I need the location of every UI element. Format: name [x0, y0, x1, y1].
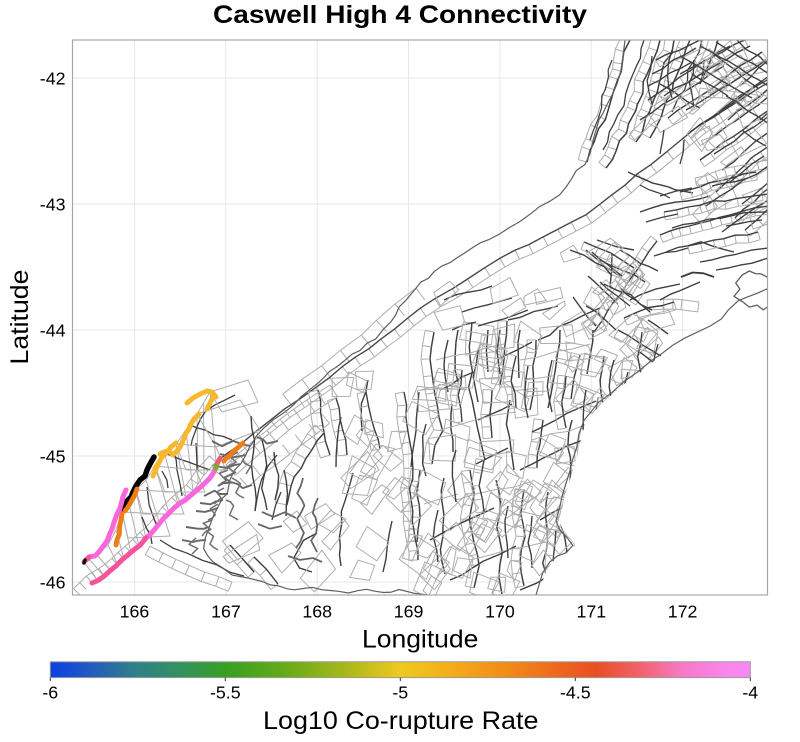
svg-text:172: 172 — [668, 602, 698, 622]
svg-text:167: 167 — [211, 602, 241, 622]
svg-text:171: 171 — [576, 602, 606, 622]
svg-text:Caswell High 4 Connectivity: Caswell High 4 Connectivity — [213, 2, 587, 29]
svg-text:Longitude: Longitude — [362, 627, 478, 654]
svg-text:-42: -42 — [40, 68, 66, 88]
svg-text:166: 166 — [120, 602, 150, 622]
svg-text:-46: -46 — [40, 572, 66, 592]
svg-text:-44: -44 — [40, 320, 66, 340]
svg-text:-6: -6 — [42, 683, 58, 703]
svg-text:Latitude: Latitude — [7, 270, 34, 365]
svg-text:168: 168 — [302, 602, 332, 622]
svg-text:-43: -43 — [40, 194, 66, 214]
svg-text:-4: -4 — [742, 683, 758, 703]
svg-text:170: 170 — [485, 602, 515, 622]
svg-text:-45: -45 — [40, 446, 66, 466]
svg-text:169: 169 — [394, 602, 424, 622]
svg-text:Log10 Co-rupture Rate: Log10 Co-rupture Rate — [263, 707, 539, 735]
svg-text:-5: -5 — [392, 683, 408, 703]
svg-text:-4.5: -4.5 — [560, 683, 591, 703]
svg-text:-5.5: -5.5 — [210, 683, 241, 703]
